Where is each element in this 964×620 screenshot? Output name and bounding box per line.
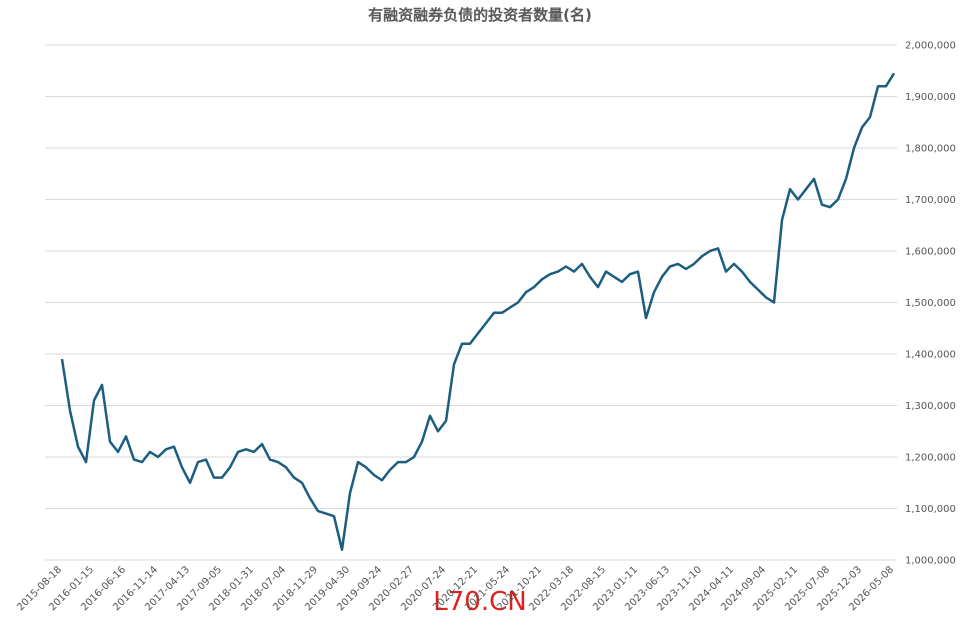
data-line bbox=[60, 72, 896, 551]
watermark: L70.CN bbox=[433, 587, 526, 617]
y-tick-label: 1,200,000 bbox=[905, 453, 956, 464]
y-tick-label: 1,700,000 bbox=[905, 195, 956, 206]
y-tick-label: 1,100,000 bbox=[905, 504, 956, 515]
y-tick-label: 1,500,000 bbox=[905, 298, 956, 309]
chart-title: 有融资融券负债的投资者数量(名) bbox=[368, 6, 592, 24]
y-tick-label: 1,000,000 bbox=[905, 556, 956, 567]
y-tick-label: 1,900,000 bbox=[905, 92, 956, 103]
y-tick-label: 1,300,000 bbox=[905, 401, 956, 412]
y-tick-label: 1,400,000 bbox=[905, 350, 956, 361]
y-tick-label: 2,000,000 bbox=[905, 41, 956, 52]
y-tick-label: 1,600,000 bbox=[905, 247, 956, 258]
y-tick-label: 1,800,000 bbox=[905, 144, 956, 155]
